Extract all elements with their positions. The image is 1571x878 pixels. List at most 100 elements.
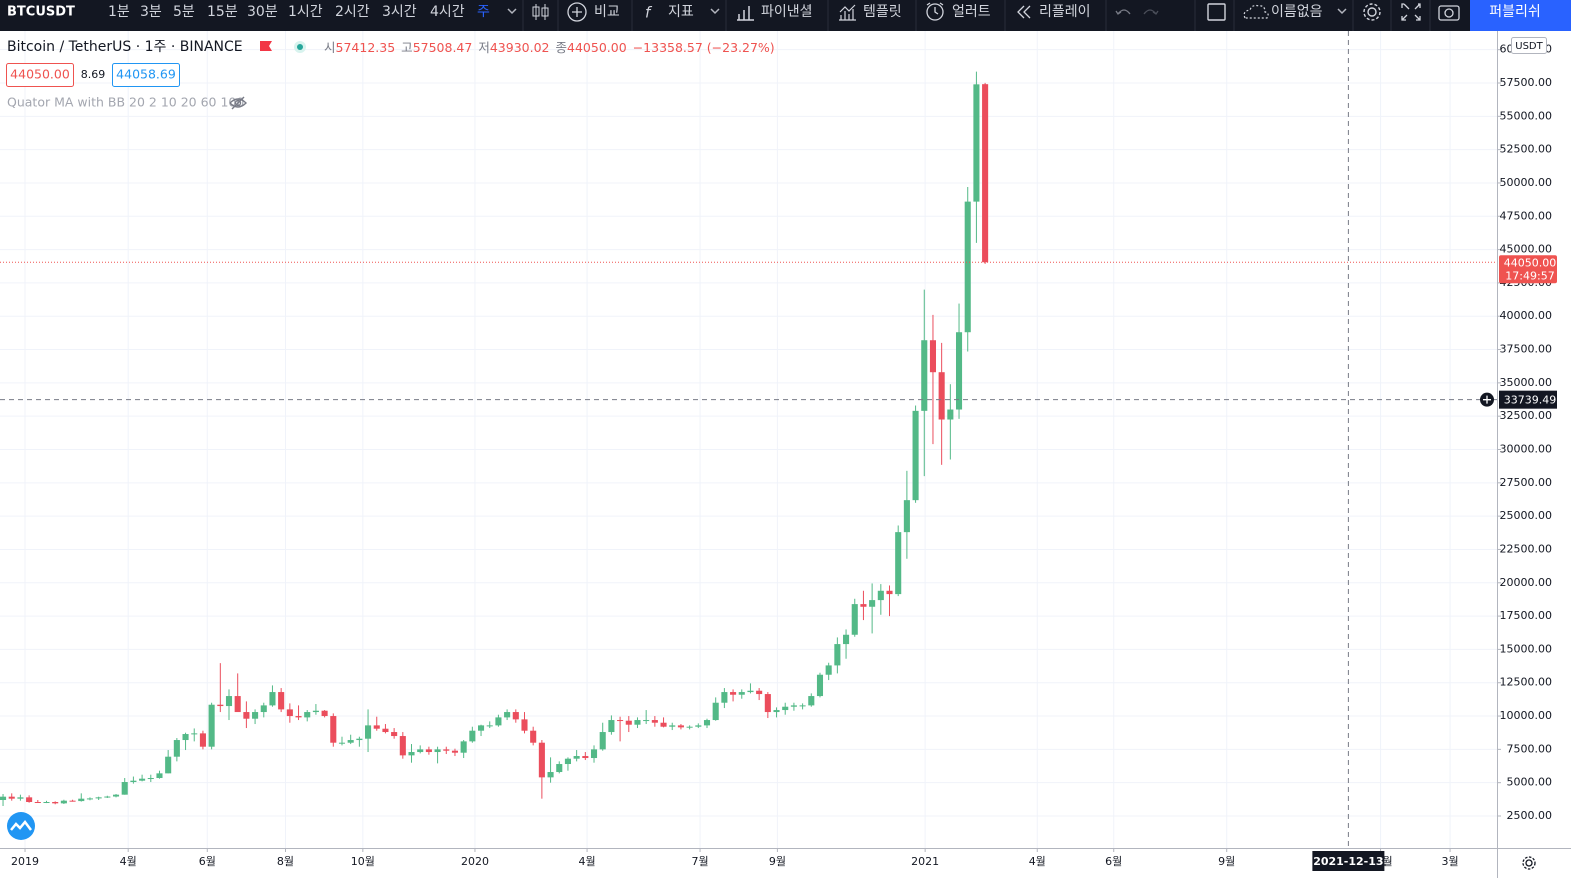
undo-icon[interactable] xyxy=(1115,9,1131,15)
y-tick-label: 15000.00 xyxy=(1500,642,1553,655)
candle-body xyxy=(860,604,867,607)
dropdown-icon[interactable] xyxy=(507,8,517,15)
candle-body xyxy=(208,704,215,747)
toolbar xyxy=(0,0,1571,31)
y-tick-label: 22500.00 xyxy=(1500,542,1553,555)
y-tick-label: 50000.00 xyxy=(1500,176,1553,189)
candle-body xyxy=(469,730,476,742)
alert-button[interactable]: 얼러트 xyxy=(952,4,991,20)
candle-body xyxy=(495,717,502,726)
layout-name[interactable]: 이름없음 xyxy=(1271,4,1323,20)
interval-button[interactable]: 4시간 xyxy=(430,4,465,20)
interval-button[interactable]: 2시간 xyxy=(335,4,370,20)
candle-body xyxy=(660,722,667,727)
interval-button[interactable]: 5분 xyxy=(173,4,195,20)
y-tick-label: 55000.00 xyxy=(1500,109,1553,122)
y-tick-label: 10000.00 xyxy=(1500,709,1553,722)
candle-body xyxy=(982,84,989,263)
settings-icon[interactable] xyxy=(1363,3,1381,21)
financials-icon[interactable] xyxy=(737,6,754,21)
candle-body xyxy=(147,778,154,780)
candle-body xyxy=(573,756,580,759)
candle-body xyxy=(512,712,519,720)
x-tick-label: 2021 xyxy=(911,855,939,868)
compare-button[interactable]: 비교 xyxy=(594,4,620,20)
price-axis xyxy=(1497,31,1571,848)
spread-value: 8.69 xyxy=(81,68,106,81)
symbol[interactable]: BTCUSDT xyxy=(7,5,75,20)
financials-button[interactable]: 파이낸셜 xyxy=(761,4,813,20)
publish-label[interactable]: 퍼블리쉬 xyxy=(1489,4,1541,20)
interval-button[interactable]: 3분 xyxy=(140,4,162,20)
low-label: 저 xyxy=(478,40,490,55)
snapshot-icon[interactable] xyxy=(1438,5,1460,21)
layout-icon[interactable] xyxy=(1207,3,1226,21)
currency-box[interactable] xyxy=(1511,37,1547,54)
bid-value[interactable]: 44050.00 xyxy=(10,67,70,82)
alert-icon[interactable] xyxy=(926,2,944,21)
y-tick-label: 30000.00 xyxy=(1500,443,1553,456)
candle-body xyxy=(964,201,971,333)
candle-body xyxy=(8,796,15,799)
interval-button[interactable]: 15분 xyxy=(207,4,238,20)
candles xyxy=(0,71,989,807)
candle-body xyxy=(582,756,589,759)
compare-icon[interactable] xyxy=(567,2,587,22)
ask-value[interactable]: 44058.69 xyxy=(116,67,176,82)
candle-body xyxy=(104,796,111,798)
indicators-button[interactable]: 지표 xyxy=(668,4,694,20)
candle-body xyxy=(139,778,146,781)
hidden-eye-icon[interactable] xyxy=(229,96,247,110)
candle-body xyxy=(112,794,120,797)
replay-button[interactable]: 리플레이 xyxy=(1039,4,1091,20)
crosshair-price-label: 33739.49 xyxy=(1504,394,1557,407)
candle-body xyxy=(34,802,41,804)
candle-body xyxy=(816,674,824,697)
currency-label[interactable]: USDT xyxy=(1515,41,1543,52)
redo-icon[interactable] xyxy=(1143,9,1159,15)
interval-button[interactable]: 30분 xyxy=(247,4,278,20)
publish-button[interactable] xyxy=(1470,0,1571,31)
interval-button[interactable]: 1시간 xyxy=(288,4,323,20)
fullscreen-icon[interactable] xyxy=(1401,3,1421,21)
candle-body xyxy=(86,798,93,800)
y-tick-label: 35000.00 xyxy=(1500,376,1553,389)
flag-icon[interactable] xyxy=(260,41,272,51)
candle-body xyxy=(443,749,450,751)
ask-box[interactable] xyxy=(112,63,180,87)
open-label: 시 xyxy=(324,40,336,55)
replay-icon[interactable] xyxy=(1017,5,1031,19)
x-tick-label: 7월 xyxy=(691,855,708,868)
axis-settings-icon[interactable] xyxy=(1522,856,1536,870)
candle-body xyxy=(955,332,963,410)
candle-body xyxy=(156,773,163,779)
interval-button[interactable]: 3시간 xyxy=(382,4,417,20)
templates-icon[interactable] xyxy=(839,4,856,21)
candle-body xyxy=(434,749,441,753)
logo[interactable] xyxy=(7,812,35,840)
dropdown-icon[interactable] xyxy=(1337,8,1347,15)
y-tick-label: 45000.00 xyxy=(1500,243,1553,256)
high-value: 57508.47 xyxy=(413,40,473,55)
dropdown-icon[interactable] xyxy=(710,8,720,15)
candle-body xyxy=(590,749,598,759)
bid-box[interactable] xyxy=(6,63,74,87)
templates-button[interactable]: 템플릿 xyxy=(863,4,902,20)
candle-body xyxy=(0,796,7,801)
y-tick-label: 2500.00 xyxy=(1507,809,1553,822)
candle-style-icon[interactable] xyxy=(532,4,549,20)
interval-button[interactable]: 주 xyxy=(477,4,490,20)
x-tick-label: 2020 xyxy=(461,855,489,868)
candle-body xyxy=(851,604,858,635)
candle-body xyxy=(921,340,928,411)
crosshair-plus-sign[interactable] xyxy=(1483,395,1491,404)
x-tick-label: 9월 xyxy=(769,855,786,868)
close-label: 종 xyxy=(556,40,568,55)
y-tick-label: 17500.00 xyxy=(1500,609,1553,622)
interval-button[interactable]: 1분 xyxy=(108,4,130,20)
candle-body xyxy=(504,712,511,718)
cloud-icon[interactable] xyxy=(1243,4,1269,19)
fx-icon[interactable]: f xyxy=(645,4,653,22)
